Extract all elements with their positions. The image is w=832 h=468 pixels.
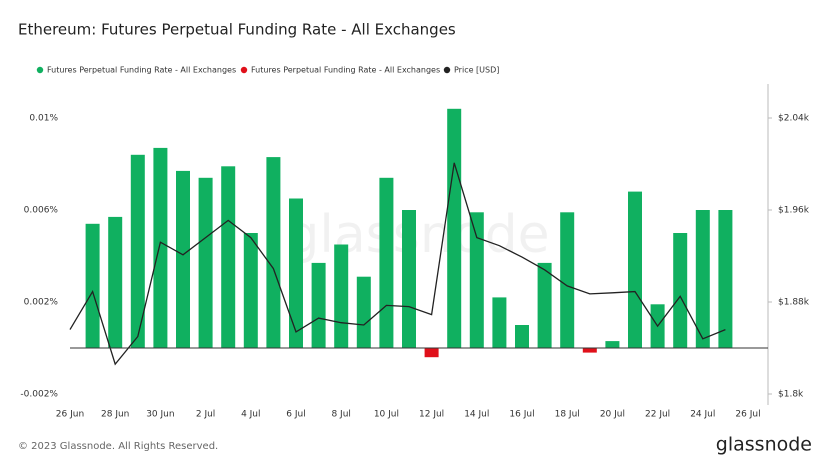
- bar: [176, 170, 190, 348]
- bar: [289, 198, 303, 348]
- y-tick-label: 0.002%: [24, 298, 59, 308]
- x-tick-label: 10 Jul: [374, 410, 399, 420]
- bar: [356, 276, 371, 348]
- x-tick-label: 26 Jul: [735, 410, 760, 420]
- y2-tick-label: $1.88k: [778, 298, 810, 308]
- bar: [402, 210, 416, 348]
- y-tick-label: 0.006%: [24, 206, 59, 216]
- bar: [85, 223, 100, 348]
- x-tick-label: 6 Jul: [286, 410, 305, 420]
- logo: glassnode: [716, 434, 812, 456]
- x-tick-label: 24 Jul: [690, 410, 715, 420]
- bar: [198, 177, 213, 348]
- bar: [537, 262, 552, 348]
- bar: [447, 108, 462, 348]
- y2-tick-label: $2.04k: [778, 114, 810, 124]
- x-tick-label: 22 Jul: [645, 410, 670, 420]
- x-tick-label: 18 Jul: [555, 410, 580, 420]
- copyright: © 2023 Glassnode. All Rights Reserved.: [18, 441, 218, 452]
- x-tick-label: 30 Jun: [146, 410, 174, 420]
- bar: [582, 348, 597, 353]
- x-tick-label: 2 Jul: [196, 410, 215, 420]
- legend-marker: [36, 66, 44, 74]
- y-tick-label: 0.01%: [29, 114, 58, 124]
- bar: [108, 216, 123, 348]
- bar: [334, 244, 349, 348]
- y2-tick-label: $1.96k: [778, 206, 810, 216]
- x-tick-label: 4 Jul: [241, 410, 260, 420]
- bar: [379, 177, 394, 348]
- bar: [560, 212, 575, 348]
- x-tick-label: 20 Jul: [600, 410, 625, 420]
- x-tick-label: 14 Jul: [464, 410, 489, 420]
- price-line: [69, 162, 726, 366]
- bar: [469, 212, 484, 348]
- bar: [130, 154, 145, 348]
- bar: [424, 348, 439, 358]
- y2-tick-label: $1.8k: [778, 390, 804, 400]
- x-tick-label: 8 Jul: [331, 410, 350, 420]
- bar: [515, 325, 529, 348]
- bar: [221, 166, 236, 348]
- watermark: glassnode: [286, 205, 549, 265]
- legend-label: Futures Perpetual Funding Rate - All Exc…: [251, 66, 440, 75]
- bar: [243, 233, 258, 348]
- bar: [605, 341, 620, 348]
- legend-marker: [240, 66, 248, 74]
- bar: [153, 147, 168, 348]
- chart-title: Ethereum: Futures Perpetual Funding Rate…: [18, 21, 456, 39]
- y-tick-label: -0.002%: [20, 390, 58, 400]
- x-tick-label: 12 Jul: [419, 410, 444, 420]
- bar: [266, 157, 281, 348]
- legend-marker: [443, 66, 451, 74]
- bar: [695, 210, 710, 348]
- bar: [492, 297, 507, 348]
- bar: [718, 210, 733, 348]
- x-tick-label: 26 Jun: [56, 410, 84, 420]
- x-tick-label: 28 Jun: [101, 410, 129, 420]
- bar: [673, 233, 688, 348]
- bar: [628, 191, 642, 348]
- legend-label: Price [USD]: [454, 66, 499, 75]
- x-tick-label: 16 Jul: [509, 410, 534, 420]
- legend-label: Futures Perpetual Funding Rate - All Exc…: [47, 66, 236, 75]
- bar: [311, 262, 326, 348]
